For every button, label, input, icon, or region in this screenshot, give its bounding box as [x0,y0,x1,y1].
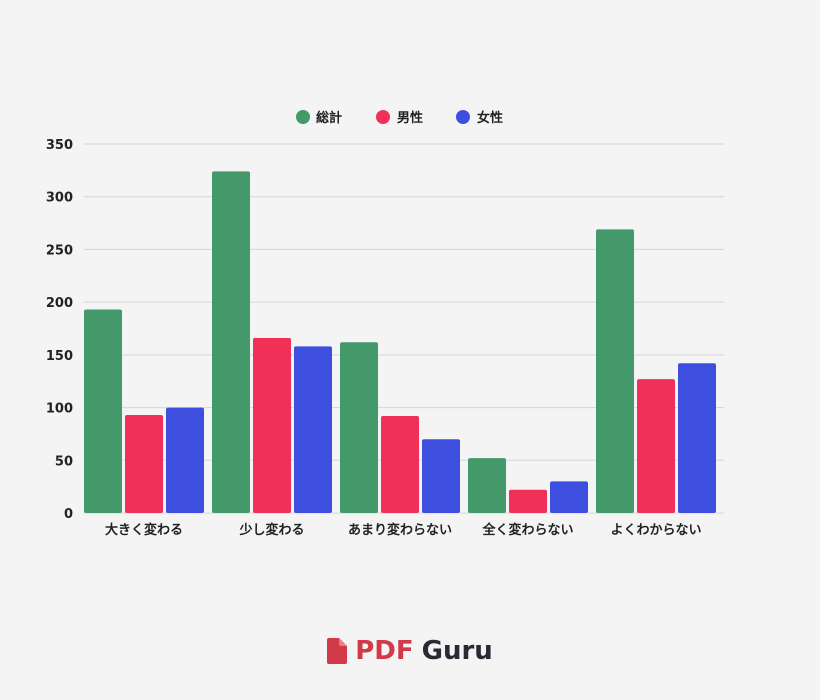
x-tick-label: 少し変わる [238,522,304,538]
bar-男性 [253,337,291,513]
bar-男性 [509,489,547,513]
bar-女性 [422,439,460,513]
y-tick-label: 150 [46,349,73,364]
bar-総計 [468,458,506,513]
brand-logo: PDF Guru [0,636,820,666]
y-tick-label: 100 [46,402,73,417]
x-tick-label: 全く変わらない [481,522,573,538]
x-tick-label: 大きく変わる [105,522,183,538]
y-tick-label: 50 [55,454,73,469]
legend-marker [376,110,390,124]
brand-name-guru: Guru [421,636,493,666]
bar-総計 [212,171,250,513]
pdf-file-icon [327,638,348,664]
bar-男性 [125,414,163,513]
y-tick-label: 350 [46,138,73,153]
brand-name-pdf: PDF [355,636,414,666]
bar-総計 [84,309,122,513]
legend-marker [456,110,470,124]
legend-label: 男性 [397,110,423,126]
bar-女性 [166,407,204,513]
legend-label: 女性 [477,110,503,126]
bar-総計 [340,342,378,513]
bar-女性 [294,346,332,513]
bar-男性 [381,416,419,513]
x-tick-label: よくわからない [610,523,701,538]
legend-label: 総計 [316,110,342,126]
bar-chart: 0 50 100 150 200 250 300 350 大きく変わる 少し変わる あまり変わらない… [46,110,724,538]
bar-総計 [596,229,634,513]
bar-女性 [550,481,588,513]
x-tick-label: あまり変わらない [348,522,452,538]
y-tick-label: 250 [46,243,73,258]
bar-女性 [678,363,716,513]
y-tick-label: 200 [46,296,73,311]
bar-男性 [637,379,675,513]
y-tick-label: 0 [64,507,73,522]
legend-marker [296,110,310,124]
y-tick-label: 300 [46,191,73,206]
